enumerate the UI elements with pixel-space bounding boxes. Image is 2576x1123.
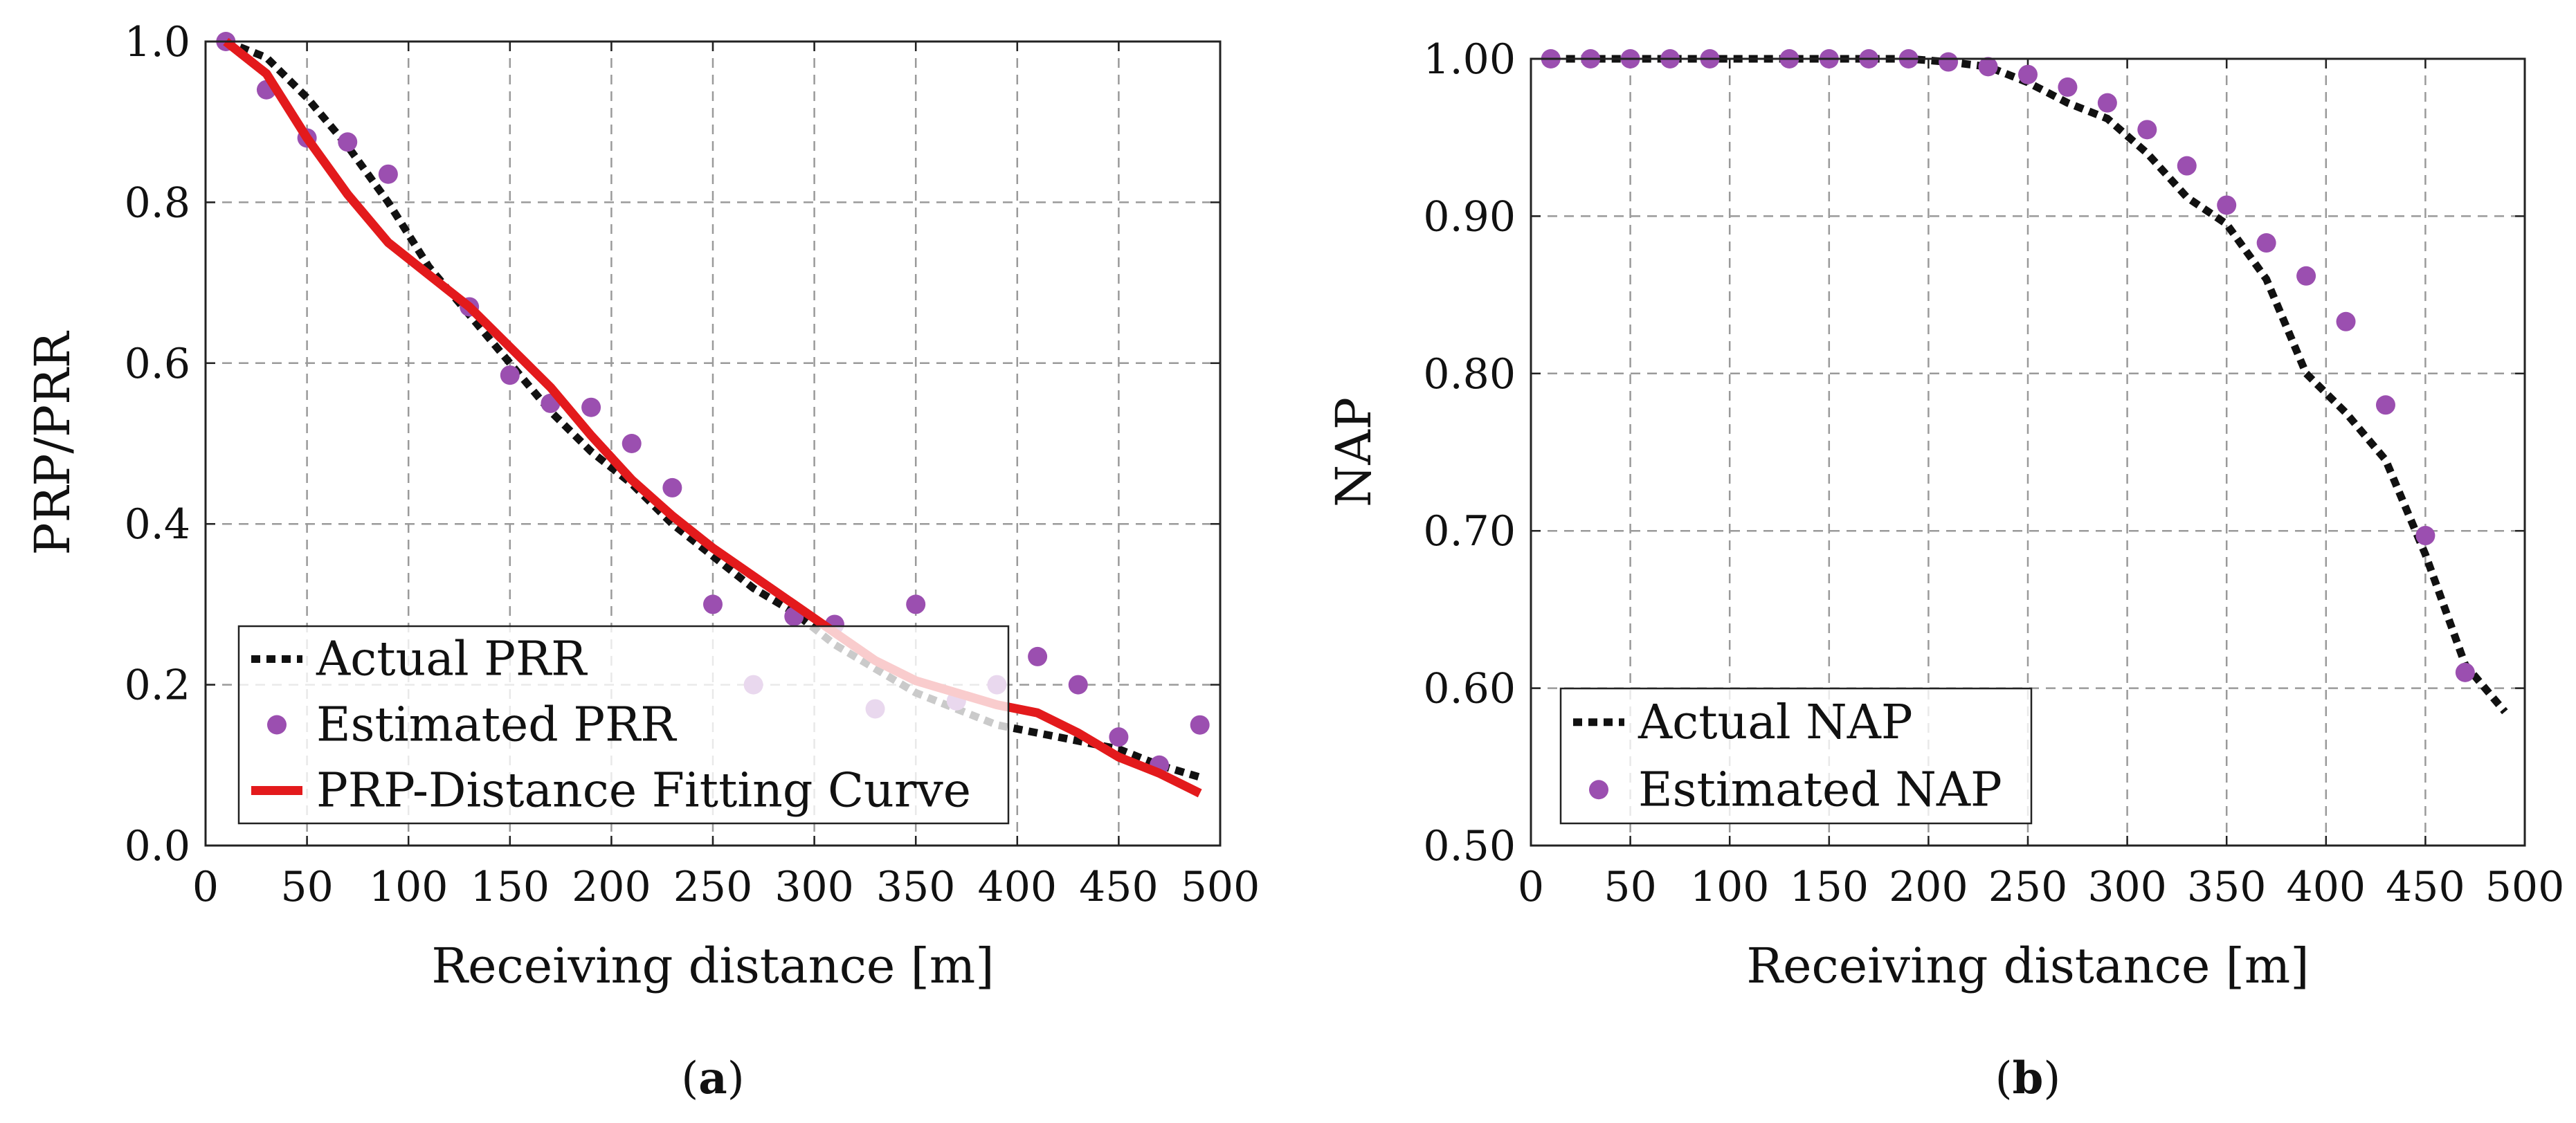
plot-frame-b [1530, 57, 2526, 847]
data-point [1109, 727, 1129, 747]
x-tick-label: 400 [978, 863, 1058, 911]
data-point [2177, 156, 2197, 176]
series-markers-b-1 [1541, 49, 2475, 682]
data-point [378, 164, 398, 184]
data-point [2137, 120, 2157, 140]
legend-a: Actual PRR Estimated PRR PRP-Distance Fitt… [237, 625, 1010, 825]
data-point [1978, 57, 1998, 77]
x-tick-label: 500 [2485, 863, 2565, 911]
y-tick-label: 0.4 [125, 500, 190, 549]
legend-swatch-marker [1589, 780, 1608, 800]
y-tick-label: 0.6 [125, 340, 190, 388]
x-tick-label: 250 [673, 863, 753, 911]
data-point [2256, 233, 2276, 253]
caption-letter: a [698, 1052, 727, 1104]
grid-a [206, 42, 1220, 846]
data-point [500, 365, 520, 385]
data-point [622, 434, 642, 453]
caption-open: ( [681, 1053, 698, 1104]
legend-entry-label: Estimated NAP [1638, 763, 2002, 817]
data-point [2296, 266, 2316, 286]
panel-caption-b: (b) [1995, 1052, 2061, 1104]
x-tick-label: 250 [1988, 863, 2068, 911]
legend-box [237, 625, 1010, 825]
x-tick-label: 300 [2087, 863, 2167, 911]
data-point [1028, 646, 1048, 666]
x-tick-label: 0 [192, 863, 219, 911]
caption-letter: b [2013, 1052, 2044, 1104]
y-tick-label: 0.0 [125, 822, 190, 870]
legend-entry-label: Actual PRR [316, 632, 588, 687]
x-tick-label: 350 [876, 863, 956, 911]
x-tick-label: 100 [1690, 863, 1770, 911]
x-tick-label: 100 [369, 863, 448, 911]
series-line-a-0 [224, 37, 1201, 781]
legend-box [1559, 687, 2033, 825]
y-tick-label: 0.8 [125, 179, 190, 227]
legend-entry-label: Actual NAP [1638, 695, 1913, 750]
x-tick-label: 450 [2386, 863, 2465, 911]
x-tick-label: 150 [1790, 863, 1869, 911]
caption-close: ) [727, 1053, 745, 1104]
x-axis-label-b: Receiving distance [m] [1746, 938, 2309, 994]
data-point [2058, 77, 2078, 97]
legend-entry-label: PRP-Distance Fitting Curve [316, 764, 971, 819]
x-tick-label: 200 [1889, 863, 1968, 911]
x-tick-label: 450 [1079, 863, 1159, 911]
y-tick-label: 0.70 [1423, 507, 1516, 556]
x-tick-label: 200 [572, 863, 651, 911]
data-point [1190, 715, 1210, 735]
y-tick-label: 0.50 [1423, 822, 1516, 870]
y-tick-label: 1.00 [1423, 35, 1516, 84]
data-point [581, 397, 601, 417]
data-point [2217, 195, 2237, 215]
y-tick-label: 0.60 [1423, 665, 1516, 713]
data-point [906, 594, 926, 614]
x-tick-label: 0 [1518, 863, 1544, 911]
legend-entry-label: Estimated PRR [316, 698, 677, 753]
data-point [1939, 52, 1959, 72]
data-point [662, 477, 682, 497]
panel-caption-a: (a) [681, 1052, 744, 1104]
y-tick-label: 1.0 [125, 18, 190, 66]
x-tick-label: 400 [2287, 863, 2366, 911]
x-tick-label: 50 [1604, 863, 1656, 911]
data-point [2018, 64, 2038, 84]
x-tick-label: 50 [280, 863, 333, 911]
y-tick-label: 0.80 [1423, 350, 1516, 399]
data-point [1068, 675, 1088, 695]
data-point [2375, 395, 2395, 415]
data-point [2097, 93, 2117, 113]
y-axis-label-a: PRP/PRR [24, 330, 81, 555]
data-point [703, 594, 723, 614]
legend-b: Actual NAP Estimated NAP [1559, 687, 2033, 825]
panel-b-chart: 0 50 100 150 200 250 300 350 400 450 500 0.50 0.60 0.… [1325, 35, 2564, 1104]
data-point [2455, 662, 2475, 682]
plot-frame-a [204, 40, 1222, 847]
caption-close: ) [2043, 1053, 2060, 1104]
legend-swatch-marker [267, 715, 287, 735]
caption-open: ( [1995, 1053, 2013, 1104]
x-tick-label: 500 [1181, 863, 1260, 911]
series-line-a-2 [223, 37, 1202, 798]
data-point [2336, 311, 2356, 331]
data-point [338, 132, 358, 152]
y-tick-label: 0.90 [1423, 192, 1516, 241]
panel-a-chart: 0 50 100 150 200 250 300 350 400 450 500 0.0 0.2 0.4 0… [24, 18, 1260, 1104]
data-point [2415, 526, 2436, 546]
x-tick-label: 300 [774, 863, 854, 911]
x-tick-label: 350 [2187, 863, 2267, 911]
x-tick-label: 150 [471, 863, 550, 911]
y-tick-label: 0.2 [125, 661, 190, 710]
x-axis-label-a: Receiving distance [m] [431, 938, 994, 994]
y-axis-label-b: NAP [1325, 397, 1382, 507]
